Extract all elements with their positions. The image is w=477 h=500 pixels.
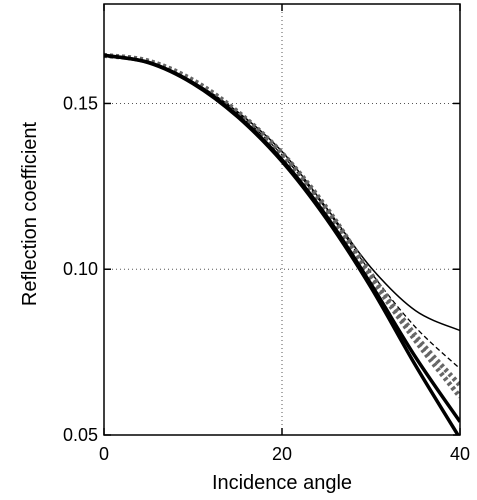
- y-tick-label-0: 0.05: [63, 425, 98, 445]
- x-axis-label: Incidence angle: [212, 472, 352, 494]
- y-tick-label-2: 0.15: [63, 93, 98, 113]
- series-line-6: [104, 53, 460, 435]
- x-tick-label-1: 20: [272, 444, 292, 464]
- x-tick-label-0: 0: [99, 444, 109, 464]
- y-axis-label: Reflection coefficient: [19, 121, 41, 306]
- axis-ticks: 0 20 40 0.05 0.10 0.15: [63, 4, 470, 464]
- grid-lines: [104, 4, 460, 435]
- data-series: [104, 52, 460, 435]
- y-tick-label-1: 0.10: [63, 259, 98, 279]
- x-tick-label-2: 40: [450, 444, 470, 464]
